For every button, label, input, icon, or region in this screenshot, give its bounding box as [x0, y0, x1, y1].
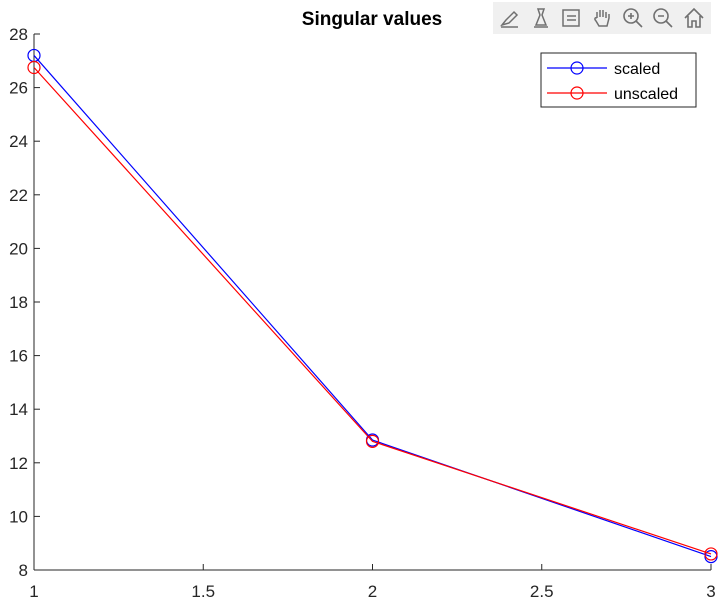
y-tick-label: 8	[19, 561, 28, 580]
y-tick-label: 22	[9, 186, 28, 205]
y-tick-label: 26	[9, 79, 28, 98]
zoom-in-icon	[622, 8, 643, 28]
y-tick-label: 12	[9, 454, 28, 473]
data-point-unscaled	[365, 434, 380, 448]
pan-button[interactable]	[589, 5, 615, 31]
plot-axes: 1 1.5 2 2.5 3 8 10 12 14 16 18 20 22 24 26 28	[9, 25, 716, 601]
legend-toggle-icon	[562, 9, 581, 27]
y-tick-label: 20	[9, 239, 28, 258]
zoom-out-icon	[653, 8, 673, 28]
brush-edit-icon	[499, 10, 519, 28]
chart-title: Singular values	[302, 9, 442, 30]
y-tick-label: 16	[9, 347, 28, 366]
home-icon	[684, 7, 704, 28]
legend[interactable]: scaled unscaled	[540, 52, 697, 108]
data-point-unscaled	[27, 60, 41, 75]
series-line-unscaled	[33, 67, 712, 555]
legend-toggle-button[interactable]	[558, 5, 584, 31]
data-tips-icon	[533, 8, 548, 28]
y-tick-label: 28	[9, 25, 28, 44]
y-tick-label: 10	[9, 507, 28, 526]
data-point-unscaled	[704, 547, 718, 561]
x-tick-label: 2	[368, 582, 377, 601]
x-tick-label: 3	[706, 582, 715, 601]
legend-box	[540, 52, 697, 108]
pan-hand-icon	[594, 10, 610, 27]
zoom-in-button[interactable]	[620, 5, 646, 31]
y-tick-label: 18	[9, 293, 28, 312]
x-tick-label: 1	[29, 582, 38, 601]
y-tick-label: 24	[9, 132, 28, 151]
axes-toolbar	[493, 2, 711, 34]
x-tick-label: 1.5	[191, 582, 215, 601]
plot-series	[27, 48, 718, 564]
data-tips-button[interactable]	[528, 5, 554, 31]
legend-marker-scaled	[570, 61, 584, 75]
brush-edit-button[interactable]	[497, 5, 523, 31]
zoom-out-button[interactable]	[650, 5, 676, 31]
x-tick-label: 2.5	[530, 582, 554, 601]
legend-label-unscaled: unscaled	[614, 86, 678, 103]
legend-marker-unscaled	[570, 86, 584, 100]
legend-label-scaled: scaled	[614, 61, 660, 78]
series-line-scaled	[33, 55, 712, 558]
home-button[interactable]	[681, 5, 707, 31]
y-tick-label: 14	[9, 400, 28, 419]
